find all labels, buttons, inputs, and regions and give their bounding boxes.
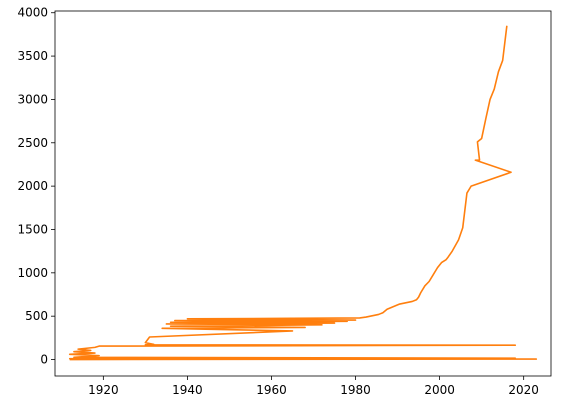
x-axis: 1920 1940 1960 1980 2000 2020 bbox=[88, 376, 539, 397]
y-tick-label: 2000 bbox=[17, 179, 48, 193]
x-tick-label: 1940 bbox=[172, 383, 203, 397]
x-tick-label: 1920 bbox=[88, 383, 119, 397]
series-layer bbox=[68, 25, 538, 361]
y-tick-label: 2500 bbox=[17, 136, 48, 150]
x-tick-label: 1960 bbox=[256, 383, 287, 397]
y-tick-label: 3000 bbox=[17, 92, 48, 106]
y-axis: 0 500 1000 1500 2000 2500 3000 3500 4000 bbox=[17, 6, 55, 367]
y-tick-label: 0 bbox=[40, 353, 48, 367]
plot-background bbox=[55, 11, 551, 376]
plot-frame bbox=[54, 10, 552, 377]
y-tick-label: 1000 bbox=[17, 266, 48, 280]
x-tick-label: 2020 bbox=[508, 383, 539, 397]
y-tick-label: 1500 bbox=[17, 222, 48, 236]
y-tick-label: 4000 bbox=[17, 6, 48, 20]
x-tick-label: 2000 bbox=[424, 383, 455, 397]
y-tick-label: 3500 bbox=[17, 49, 48, 63]
y-tick-label: 500 bbox=[25, 309, 48, 323]
series-line-0 bbox=[68, 25, 538, 361]
x-tick-label: 1980 bbox=[340, 383, 371, 397]
